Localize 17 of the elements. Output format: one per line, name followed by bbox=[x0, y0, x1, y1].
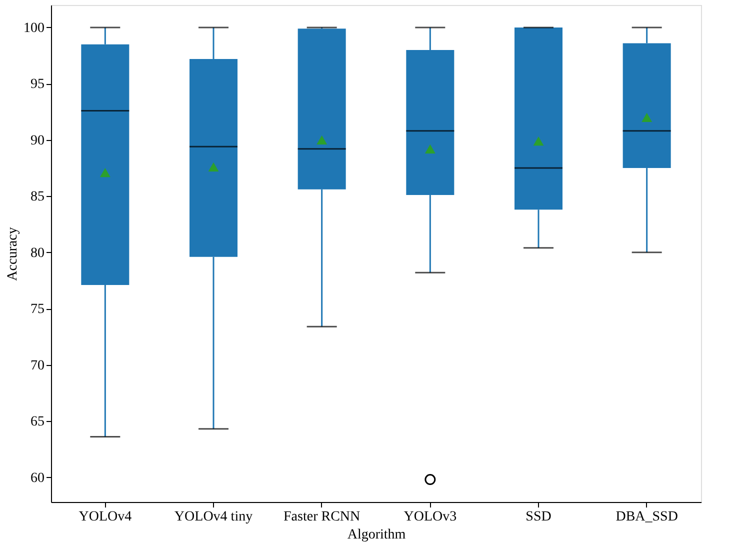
x-tick-label: Faster RCNN bbox=[284, 510, 360, 524]
y-tick-label: 80 bbox=[30, 246, 44, 261]
x-tick-label: YOLOv3 bbox=[404, 510, 457, 524]
y-tick-label: 95 bbox=[30, 77, 44, 92]
y-tick-label: 60 bbox=[30, 470, 44, 486]
y-axis-title: Accuracy bbox=[6, 227, 20, 281]
x-tick-label: DBA_SSD bbox=[616, 510, 678, 524]
x-tick-label: SSD bbox=[526, 510, 552, 524]
x-axis-title: Algorithm bbox=[347, 528, 406, 542]
x-tick-label: YOLOv4 bbox=[78, 510, 132, 524]
y-tick-label: 75 bbox=[30, 302, 44, 318]
y-tick-label: 100 bbox=[24, 20, 44, 36]
x-tick-label: YOLOv4 tiny bbox=[174, 510, 253, 524]
y-tick-label: 90 bbox=[30, 133, 44, 148]
y-tick-label: 85 bbox=[30, 190, 44, 205]
y-tick-label: 65 bbox=[30, 414, 44, 430]
y-tick-label: 70 bbox=[30, 358, 44, 374]
